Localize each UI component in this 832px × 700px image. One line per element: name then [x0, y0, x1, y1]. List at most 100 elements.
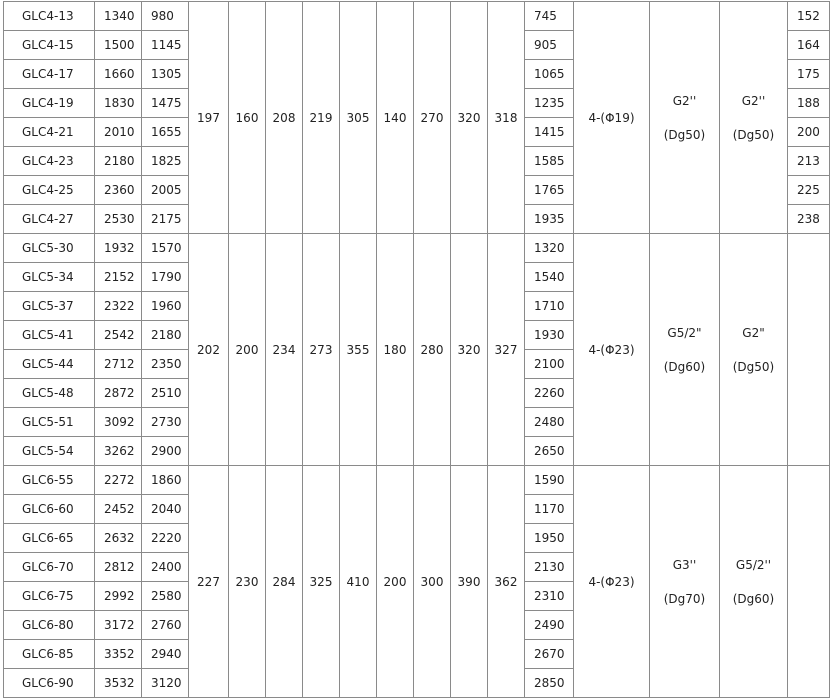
- weight-cell: [787, 233, 830, 466]
- length2-cell: 2510: [141, 378, 189, 408]
- model-cell: GLC6-55: [3, 465, 95, 495]
- outlet-connection-cell-line: (Dg50): [732, 127, 775, 142]
- length-cell: 1660: [94, 59, 142, 89]
- outlet-connection-cell-line: G2": [742, 325, 765, 340]
- length-cell: 1500: [94, 30, 142, 60]
- length-cell: 2530: [94, 204, 142, 234]
- dimension-cell: 1540: [524, 262, 574, 292]
- shared-dimension-cell: 227: [188, 465, 229, 698]
- length2-cell: 1960: [141, 291, 189, 321]
- shared-dimension-cell: 197: [188, 1, 229, 234]
- table-row: GLC6-70 2812 2400 2130: [3, 552, 830, 582]
- shared-dimension-cell: 355: [339, 233, 377, 466]
- length-cell: 2272: [94, 465, 142, 495]
- model-cell: GLC6-85: [3, 639, 95, 669]
- model-cell: GLC5-44: [3, 349, 95, 379]
- dimension-cell: 2490: [524, 610, 574, 640]
- model-cell: GLC5-34: [3, 262, 95, 292]
- weight-cell: 225: [787, 175, 830, 205]
- shared-dimension-cell: 284: [265, 465, 303, 698]
- inlet-connection-cell: G3'' (Dg70): [649, 465, 720, 698]
- length2-cell: 2350: [141, 349, 189, 379]
- length-cell: 3172: [94, 610, 142, 640]
- shared-dimension-cell: 318: [487, 1, 525, 234]
- table-row: GLC6-75 2992 2580 2310: [3, 581, 830, 611]
- table-row: GLC6-60 2452 2040 1170: [3, 494, 830, 524]
- shared-dimension-cell: 230: [228, 465, 266, 698]
- length2-cell: 2400: [141, 552, 189, 582]
- shared-dimension-cell: 410: [339, 465, 377, 698]
- shared-dimension-cell: 390: [450, 465, 488, 698]
- shared-dimension-cell: 202: [188, 233, 229, 466]
- table-row: GLC6-85 3352 2940 2670: [3, 639, 830, 669]
- length2-cell: 1475: [141, 88, 189, 118]
- shared-dimension-cell: 219: [302, 1, 340, 234]
- dimension-cell: 1765: [524, 175, 574, 205]
- dimension-cell: 2260: [524, 378, 574, 408]
- outlet-connection-cell: G2'' (Dg50): [719, 1, 788, 234]
- model-cell: GLC6-75: [3, 581, 95, 611]
- shared-dimension-cell: 320: [450, 1, 488, 234]
- dimension-cell: 1590: [524, 465, 574, 495]
- model-cell: GLC4-27: [3, 204, 95, 234]
- dimension-cell: 1710: [524, 291, 574, 321]
- shared-dimension-cell: 362: [487, 465, 525, 698]
- model-cell: GLC4-23: [3, 146, 95, 176]
- length2-cell: 3120: [141, 668, 189, 698]
- dimension-cell: 2100: [524, 349, 574, 379]
- shared-dimension-cell: 160: [228, 1, 266, 234]
- length-cell: 2632: [94, 523, 142, 553]
- inlet-connection-cell-line: (Dg70): [663, 591, 706, 606]
- length2-cell: 2760: [141, 610, 189, 640]
- length2-cell: 2220: [141, 523, 189, 553]
- model-cell: GLC4-13: [3, 1, 95, 31]
- outlet-connection-cell-line: G5/2'': [735, 557, 772, 572]
- bolt-holes-cell: 4-(Φ23): [573, 465, 650, 698]
- table-row: GLC6-80 3172 2760 2490: [3, 610, 830, 640]
- outlet-connection-cell: G5/2'' (Dg60): [719, 465, 788, 698]
- model-cell: GLC4-21: [3, 117, 95, 147]
- table-row: GLC6-55 2272 1860 227 230 284 325 410 200 300 390 3…: [3, 465, 830, 698]
- length2-cell: 1790: [141, 262, 189, 292]
- length-cell: 2152: [94, 262, 142, 292]
- table-row: GLC4-25 2360 2005 1765 225: [3, 175, 830, 205]
- model-cell: GLC6-65: [3, 523, 95, 553]
- model-cell: GLC4-17: [3, 59, 95, 89]
- model-cell: GLC5-51: [3, 407, 95, 437]
- outlet-connection-cell-line: (Dg50): [732, 359, 775, 374]
- dimension-cell: 1415: [524, 117, 574, 147]
- weight-cell: 175: [787, 59, 830, 89]
- length2-cell: 980: [141, 1, 189, 31]
- length-cell: 2712: [94, 349, 142, 379]
- length-cell: 2872: [94, 378, 142, 408]
- inlet-connection-cell: G5/2" (Dg60): [649, 233, 720, 466]
- table-row: GLC4-13 1340 980 197 160 208 219 305 140 270 320 31…: [3, 1, 830, 234]
- length-cell: 2010: [94, 117, 142, 147]
- weight-cell: [787, 465, 830, 698]
- weight-cell: 213: [787, 146, 830, 176]
- length-cell: 2360: [94, 175, 142, 205]
- spec-table: GLC4-13 1340 980 197 160 208 219 305 140 270 320 31…: [3, 1, 830, 698]
- table-row: GLC5-41 2542 2180 1930: [3, 320, 830, 350]
- length2-cell: 2040: [141, 494, 189, 524]
- table-row: GLC5-37 2322 1960 1710: [3, 291, 830, 321]
- length2-cell: 2175: [141, 204, 189, 234]
- shared-dimension-cell: 180: [376, 233, 414, 466]
- length2-cell: 1825: [141, 146, 189, 176]
- model-cell: GLC6-80: [3, 610, 95, 640]
- table-row: GLC5-30 1932 1570 202 200 234 273 355 180 280 320 3…: [3, 233, 830, 466]
- shared-dimension-cell: 200: [228, 233, 266, 466]
- shared-dimension-cell: 200: [376, 465, 414, 698]
- dimension-cell: 1235: [524, 88, 574, 118]
- length-cell: 3262: [94, 436, 142, 466]
- inlet-connection-cell-line: (Dg60): [663, 359, 706, 374]
- dimension-cell: 2850: [524, 668, 574, 698]
- dimension-cell: 2650: [524, 436, 574, 466]
- table-row: GLC5-51 3092 2730 2480: [3, 407, 830, 437]
- shared-dimension-cell: 208: [265, 1, 303, 234]
- table-row: GLC4-15 1500 1145 905 164: [3, 30, 830, 60]
- length-cell: 1932: [94, 233, 142, 263]
- model-cell: GLC5-48: [3, 378, 95, 408]
- dimension-cell: 1930: [524, 320, 574, 350]
- dimension-cell: 2130: [524, 552, 574, 582]
